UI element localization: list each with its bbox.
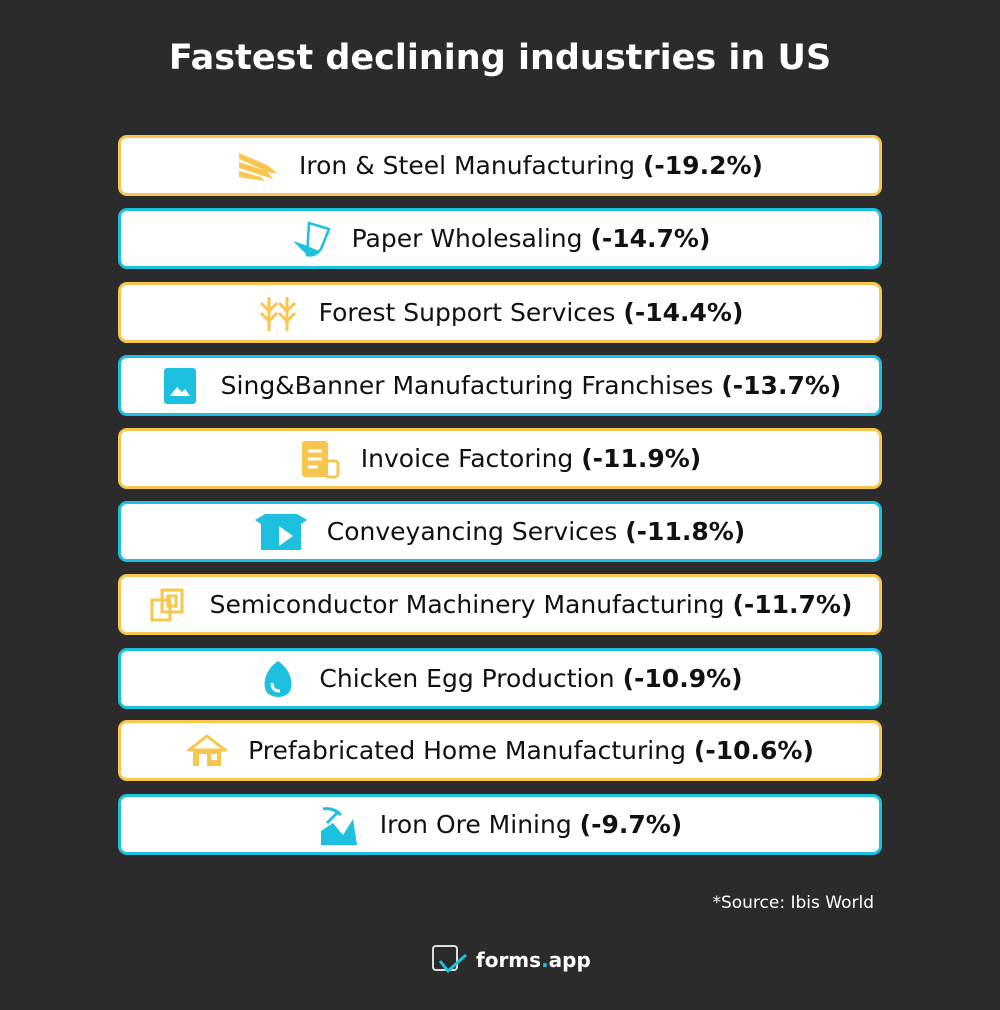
item-name: Iron & Steel Manufacturing xyxy=(299,151,636,180)
chip-icon xyxy=(148,584,190,626)
item-value: (-11.8%) xyxy=(625,517,746,546)
item-value: (-11.7%) xyxy=(732,590,853,619)
item-value: (-19.2%) xyxy=(642,151,763,180)
steel-beams-icon xyxy=(237,145,279,187)
item-name: Paper Wholesaling xyxy=(351,224,583,253)
list-item: Prefabricated Home Manufacturing (-10.6%… xyxy=(118,720,882,781)
item-value: (-14.4%) xyxy=(623,298,744,327)
list-item: Semiconductor Machinery Manufacturing (-… xyxy=(118,574,882,635)
item-value: (-9.7%) xyxy=(579,810,683,839)
item-name: Semiconductor Machinery Manufacturing xyxy=(209,590,725,619)
list-item: Conveyancing Services (-11.8%) xyxy=(118,501,882,562)
box-icon xyxy=(254,511,307,553)
forms-app-logo: forms.app xyxy=(432,945,591,975)
page-title: Fastest declining industries in US xyxy=(168,38,832,78)
item-value: (-10.9%) xyxy=(622,664,743,693)
trees-icon xyxy=(257,292,299,334)
pickaxe-mining-icon xyxy=(318,804,360,846)
item-value: (-14.7%) xyxy=(590,224,711,253)
paper-icon xyxy=(290,218,332,260)
item-name: Prefabricated Home Manufacturing xyxy=(248,736,686,765)
invoice-icon xyxy=(299,438,341,480)
list-item: Iron Ore Mining (-9.7%) xyxy=(118,794,882,855)
item-value: (-11.9%) xyxy=(581,444,702,473)
item-name: Conveyancing Services xyxy=(326,517,618,546)
item-value: (-10.6%) xyxy=(693,736,814,765)
logo-suffix: app xyxy=(548,948,591,972)
list-item: Chicken Egg Production (-10.9%) xyxy=(118,648,882,709)
list-item: Invoice Factoring (-11.9%) xyxy=(118,428,882,489)
house-icon xyxy=(186,730,228,772)
list-item: Sing&Banner Manufacturing Franchises (-1… xyxy=(118,355,882,416)
item-value: (-13.7%) xyxy=(721,371,842,400)
list-item: Paper Wholesaling (-14.7%) xyxy=(118,208,882,269)
item-name: Invoice Factoring xyxy=(360,444,574,473)
item-name: Forest Support Services xyxy=(318,298,616,327)
egg-icon xyxy=(257,658,299,700)
list-item: Forest Support Services (-14.4%) xyxy=(118,282,882,343)
logo-text: forms xyxy=(476,948,542,972)
item-name: Iron Ore Mining xyxy=(379,810,572,839)
item-name: Chicken Egg Production xyxy=(319,664,615,693)
logo-check-icon xyxy=(432,945,467,974)
source-note: *Source: Ibis World xyxy=(712,893,874,913)
item-name: Sing&Banner Manufacturing Franchises xyxy=(220,371,714,400)
logo-dot: . xyxy=(541,948,549,972)
list-item: Iron & Steel Manufacturing (-19.2%) xyxy=(118,135,882,196)
banner-image-icon xyxy=(159,365,201,407)
